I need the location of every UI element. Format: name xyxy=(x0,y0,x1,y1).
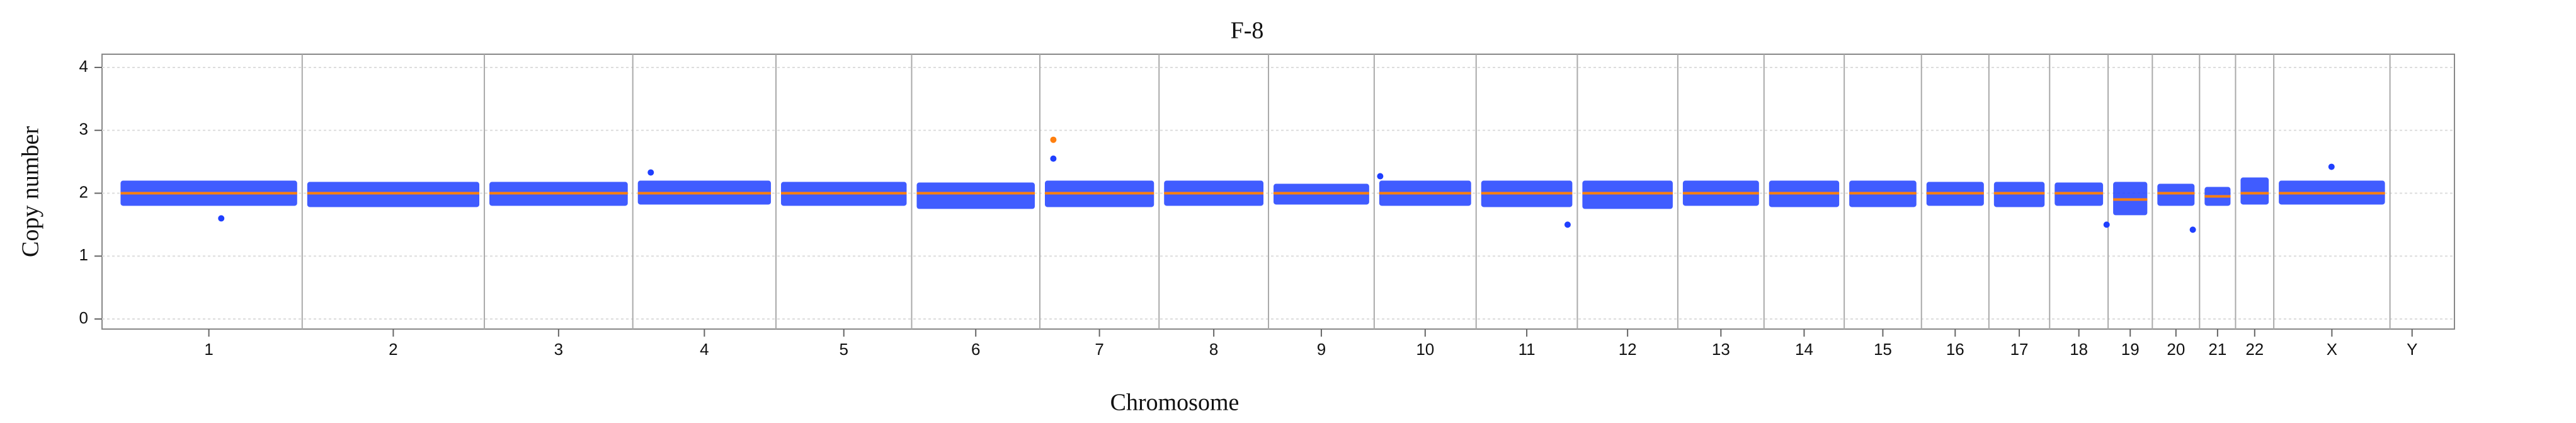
x-tick-label: 3 xyxy=(554,340,563,359)
x-tick-label: X xyxy=(2327,340,2337,359)
x-tick-label: 18 xyxy=(2070,340,2088,359)
x-tick-label: 20 xyxy=(2167,340,2185,359)
x-tick-label: 7 xyxy=(1095,340,1103,359)
x-tick-label: 4 xyxy=(700,340,709,359)
chart-title: F-8 xyxy=(1231,18,1264,44)
y-tick-label: 4 xyxy=(79,57,88,76)
x-axis-label: Chromosome xyxy=(1110,390,1240,416)
x-tick-label: 11 xyxy=(1519,340,1536,359)
x-tick-label: 5 xyxy=(840,340,848,359)
probe-band xyxy=(916,182,1035,209)
x-tick-label: 9 xyxy=(1317,340,1326,359)
x-tick-label: 1 xyxy=(204,340,213,359)
x-tick-label: 10 xyxy=(1416,340,1434,359)
outlier-point xyxy=(1050,155,1057,162)
y-tick-label: 3 xyxy=(79,120,88,139)
x-tick-label: 19 xyxy=(2121,340,2140,359)
x-tick-label: 17 xyxy=(2010,340,2029,359)
x-tick-label: 14 xyxy=(1795,340,1813,359)
highlight-point xyxy=(1050,136,1057,143)
x-tick-label: 22 xyxy=(2245,340,2264,359)
outlier-point xyxy=(647,169,654,176)
outlier-point xyxy=(1564,221,1571,228)
y-axis-label: Copy number xyxy=(18,126,44,257)
x-tick-label: Y xyxy=(2407,340,2417,359)
plot-frame xyxy=(101,54,2455,330)
outlier-point xyxy=(2103,221,2110,228)
outlier-point xyxy=(2328,163,2335,170)
probe-band xyxy=(2157,183,2195,206)
outlier-point xyxy=(218,215,225,222)
probe-band xyxy=(2240,177,2269,205)
y-tick-label: 1 xyxy=(79,245,88,264)
x-tick-label: 13 xyxy=(1712,340,1730,359)
x-tick-label: 21 xyxy=(2208,340,2226,359)
x-tick-label: 2 xyxy=(389,340,397,359)
x-tick-label: 16 xyxy=(1946,340,1964,359)
x-tick-label: 6 xyxy=(971,340,980,359)
y-tick-label: 2 xyxy=(79,182,88,201)
x-tick-label: 12 xyxy=(1619,340,1637,359)
x-tick-label: 8 xyxy=(1209,340,1218,359)
probe-band xyxy=(1582,180,1673,209)
outlier-point xyxy=(2189,226,2196,233)
outlier-point xyxy=(1377,173,1384,180)
y-tick-label: 0 xyxy=(79,308,88,327)
x-tick-label: 15 xyxy=(1874,340,1892,359)
